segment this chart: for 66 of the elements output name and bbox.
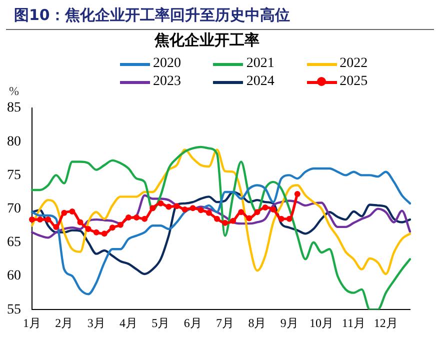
x-tick-label: 6月: [184, 316, 202, 330]
point: [198, 207, 204, 214]
x-tick-label: 2月: [55, 316, 74, 330]
legend-label: 2023: [153, 74, 181, 90]
point: [61, 210, 68, 216]
point: [37, 216, 44, 223]
legend-label: 2024: [246, 74, 274, 90]
point: [85, 226, 92, 232]
x-tick-label: 10月: [310, 316, 334, 330]
x-tick-label: 4月: [120, 316, 138, 330]
point: [109, 224, 116, 231]
legend-label: 2021: [246, 56, 274, 72]
x-tick-label: 12月: [374, 316, 398, 330]
point: [45, 216, 52, 223]
legend-label: 2025: [340, 74, 368, 90]
point: [278, 216, 284, 222]
point: [286, 216, 292, 222]
point: [158, 200, 164, 206]
point: [134, 214, 140, 221]
x-tick-label: 8月: [248, 316, 266, 330]
point: [190, 205, 196, 212]
x-tick-label: 7月: [216, 316, 234, 330]
point: [294, 191, 300, 198]
y-tick-label: 75: [7, 168, 21, 183]
point: [126, 214, 132, 221]
x-tick-label: 11月: [342, 316, 366, 330]
x-tick-label: 5月: [152, 316, 170, 330]
point: [214, 216, 220, 222]
point: [246, 215, 252, 222]
point: [101, 230, 108, 237]
y-axis-title: %: [9, 84, 19, 98]
y-tick-label: 65: [7, 235, 21, 250]
point: [142, 216, 148, 222]
point: [206, 210, 212, 216]
point: [93, 229, 100, 236]
chart-subtitle: 焦化企业开工率: [154, 30, 260, 49]
point: [166, 204, 172, 210]
line-series: [30, 190, 412, 276]
point: [69, 208, 76, 214]
point: [150, 205, 156, 212]
point: [230, 218, 236, 224]
point: [77, 219, 84, 226]
point: [182, 206, 188, 212]
x-tick-label: 3月: [87, 316, 106, 330]
point: [262, 204, 268, 210]
x-tick-label: 9月: [280, 316, 298, 330]
point: [174, 203, 180, 210]
y-tick-label: 55: [7, 302, 21, 318]
chart-title: 图10：焦化企业开工率回升至历史中高位: [6, 0, 434, 30]
line-series: [30, 194, 412, 239]
y-tick-label: 60: [7, 268, 21, 284]
point: [238, 209, 244, 216]
y-tick-label: 80: [7, 134, 21, 150]
point: [53, 224, 60, 230]
point: [117, 222, 124, 228]
point: [254, 209, 260, 216]
legend-label: 2020: [153, 56, 181, 72]
line-series: [30, 167, 412, 296]
point: [222, 220, 228, 226]
line-series: [30, 148, 412, 276]
point: [29, 216, 35, 223]
legend-label: 2022: [340, 56, 368, 72]
x-tick-label: 1月: [23, 316, 41, 330]
y-tick-label: 85: [7, 100, 21, 116]
point: [270, 206, 276, 212]
y-tick-label: 70: [7, 201, 21, 216]
